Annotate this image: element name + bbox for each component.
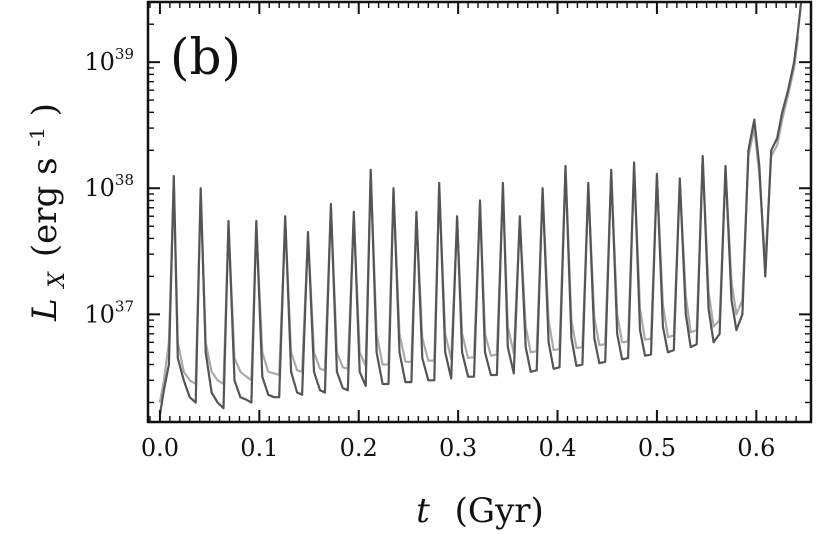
y-tick-exp: 38 <box>115 171 134 189</box>
y-tick-base: 10 <box>84 300 115 328</box>
y-tick-exp: 39 <box>115 45 134 63</box>
y-axis-sub: X <box>45 271 70 290</box>
y-axis-exp: -1 <box>25 127 49 146</box>
x-tick-label: 0.0 <box>141 434 179 462</box>
x-tick-label: 0.1 <box>240 434 278 462</box>
x-axis-title: t (Gyr) <box>416 491 544 531</box>
plot-frame <box>146 0 813 424</box>
y-tick-label: 1039 <box>84 45 134 76</box>
x-tick-label: 0.3 <box>439 434 477 462</box>
y-tick-base: 10 <box>84 48 115 76</box>
ticks-layer <box>148 1 811 422</box>
x-axis-unit: (Gyr) <box>455 491 544 531</box>
y-axis-var: L <box>25 298 65 322</box>
x-tick-label: 0.2 <box>340 434 378 462</box>
y-axis-unit: (erg s <box>25 157 65 257</box>
panel-label: (b) <box>170 28 241 86</box>
y-tick-label: 1037 <box>84 297 134 328</box>
y-axis-title: L X (erg s -1 ) <box>13 103 73 322</box>
x-tick-label: 0.4 <box>538 434 576 462</box>
y-tick-base: 10 <box>84 174 115 202</box>
x-axis-var: t <box>416 491 430 531</box>
series-layer <box>158 1 803 415</box>
series-line <box>158 1 803 415</box>
x-tick-labels: 0.0 0.1 0.2 0.3 0.4 0.5 0.6 <box>141 434 776 462</box>
y-axis-close: ) <box>25 103 65 116</box>
x-tick-label: 0.5 <box>638 434 676 462</box>
y-tick-exp: 37 <box>115 297 134 315</box>
y-tick-label: 1038 <box>84 171 134 202</box>
x-tick-label: 0.6 <box>737 434 775 462</box>
